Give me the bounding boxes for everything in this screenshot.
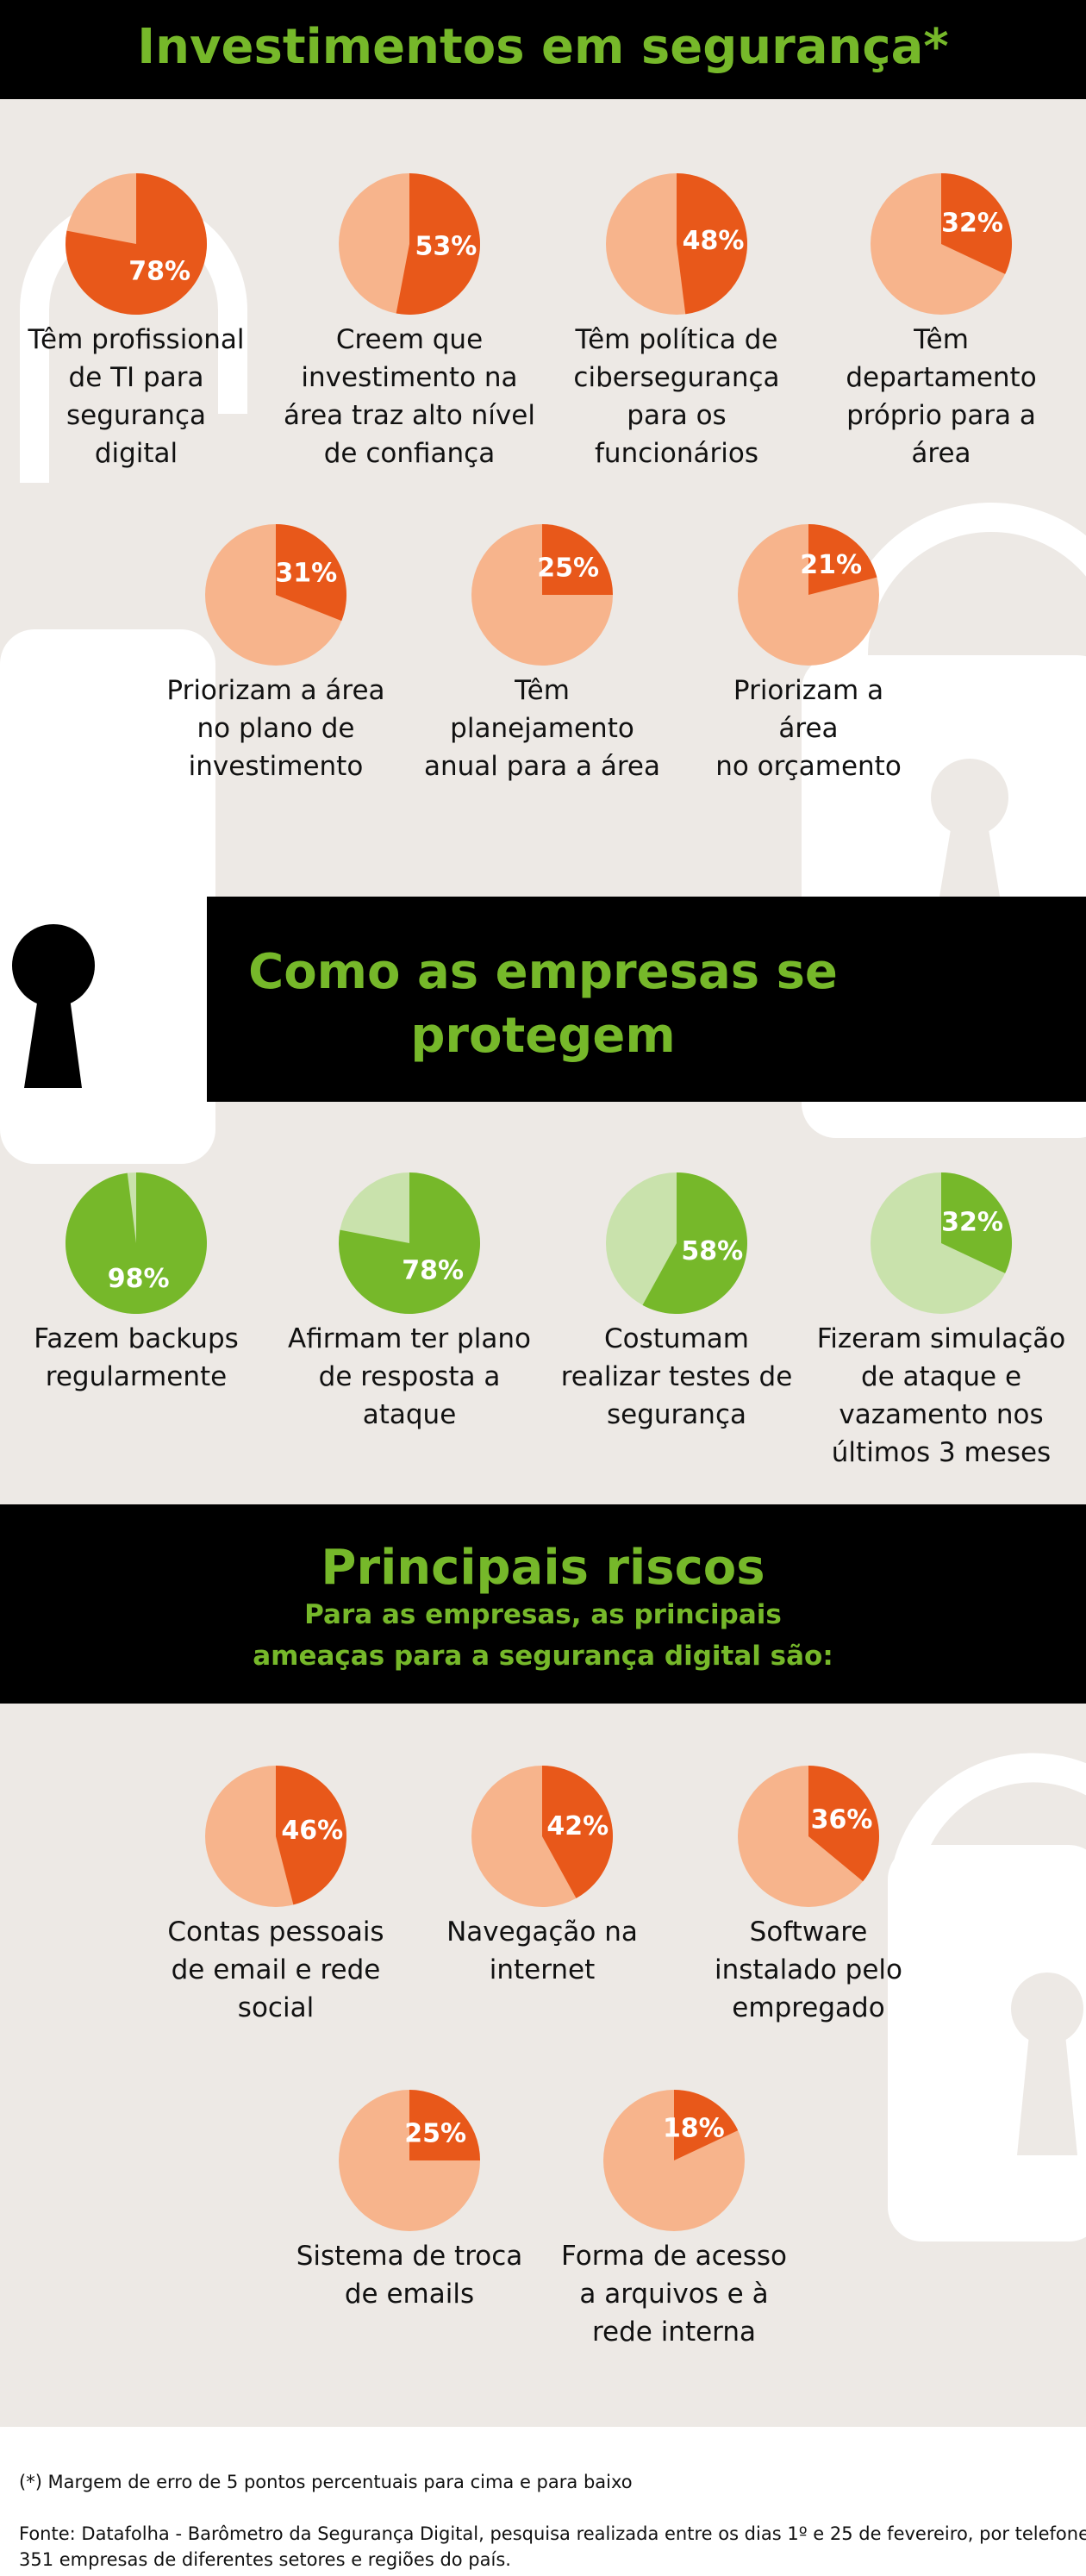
value-label: 32%	[941, 1208, 1003, 1238]
value-label: 32%	[941, 209, 1003, 239]
header-band	[0, 0, 1086, 99]
pie-slice	[339, 1172, 480, 1314]
category-label: Navegação na internet	[446, 1916, 638, 1985]
value-label: 78%	[128, 256, 190, 286]
footnote: (*) Margem de erro de 5 pontos percentua…	[19, 2472, 633, 2492]
pie-slice	[276, 523, 346, 622]
category-label: Têm departamento próprio para a área	[846, 324, 1036, 469]
pie-slice	[941, 173, 1012, 274]
category-label: Contas pessoais de email e rede social	[167, 1916, 384, 2023]
header-band	[0, 1504, 1086, 1704]
value-label: 36%	[811, 1804, 873, 1835]
pie-slice	[941, 1172, 1012, 1273]
keyhole	[24, 991, 82, 1088]
pie-slice	[677, 173, 748, 315]
pie-slice	[808, 1766, 879, 1882]
value-label: 25%	[404, 2118, 466, 2148]
category-label: Priorizam a área no plano de investimento	[166, 675, 384, 782]
header-band	[207, 897, 1086, 1102]
category-label: Afirmam ter plano de resposta a ataque	[288, 1323, 531, 1430]
source: Fonte: Datafolha - Barômetro da Seguranç…	[19, 2523, 1086, 2570]
value-label: 78%	[402, 1255, 464, 1285]
category-label: Software instalado pelo empregado	[715, 1916, 902, 2023]
footer-band	[0, 2427, 1086, 2576]
category-label: Priorizam a área no orçamento	[715, 675, 902, 782]
value-label: 21%	[800, 550, 862, 580]
category-label: Têm política de cibersegurança para os func…	[573, 324, 779, 469]
pie-slice	[808, 524, 877, 595]
pie-slice	[542, 1766, 613, 1898]
value-label: 53%	[415, 232, 477, 262]
pie-slice	[396, 173, 480, 315]
value-label: 48%	[683, 226, 745, 256]
pie-slice	[542, 524, 613, 595]
category-label: Fazem backups regularmente	[34, 1323, 239, 1392]
pie-slice	[642, 1172, 747, 1314]
value-label: 98%	[108, 1264, 170, 1294]
value-label: 46%	[281, 1816, 343, 1846]
keyhole	[12, 924, 95, 1007]
value-label: 42%	[546, 1811, 609, 1841]
pie-slice	[65, 1172, 207, 1314]
category-label: Fizeram simulação de ataque e vazamento no…	[817, 1323, 1066, 1468]
keyhole	[939, 819, 1000, 897]
keyhole	[1011, 1973, 1083, 2045]
value-label: 31%	[275, 559, 337, 589]
category-label: Têm profissional de TI para segurança digit…	[27, 324, 244, 469]
value-label: 58%	[681, 1236, 743, 1266]
value-label: 25%	[537, 553, 599, 583]
keyhole	[931, 759, 1008, 836]
section-title: Como as empresas se protegem	[248, 944, 838, 1064]
pie-slice	[276, 1766, 347, 1905]
category-label: Creem que investimento na área traz alto n…	[284, 324, 535, 469]
section-title: Investimentos em segurança*	[137, 19, 948, 75]
keyhole	[1017, 2026, 1077, 2155]
category-label: Forma de acesso a arquivos e à rede intern…	[561, 2241, 787, 2348]
pie-slice	[66, 173, 208, 315]
category-label: Costumam realizar testes de segurança	[561, 1323, 793, 1430]
value-label: 18%	[663, 2113, 725, 2143]
pie-slice	[674, 2090, 739, 2160]
category-label: Têm planejamento anual para a área	[424, 675, 660, 782]
section-title: Principais riscos	[321, 1540, 765, 1596]
category-label: Sistema de troca de emails	[296, 2241, 523, 2310]
section-subtitle: Para as empresas, as principais ameaças p…	[253, 1599, 833, 1672]
pie-slice	[409, 2090, 480, 2160]
